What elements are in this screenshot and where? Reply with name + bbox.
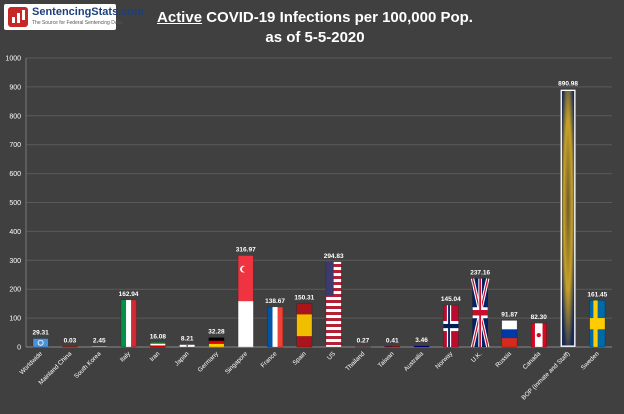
bar-australia-flag	[413, 345, 430, 348]
x-tick-label: BOP (Inmate and Staff)	[520, 350, 571, 401]
bar-italy-flag	[120, 299, 137, 348]
title-line1: COVID-19 Infections per 100,000 Pop.	[206, 9, 473, 26]
x-tick-label: Taiwan	[377, 350, 396, 369]
data-label: 294.83	[324, 253, 344, 260]
title-line2: as of 5-5-2020	[265, 29, 365, 46]
data-label: 91.87	[501, 311, 518, 318]
x-tick-label: Spain	[291, 350, 308, 367]
y-tick-label: 800	[9, 113, 21, 120]
data-label: 237.16	[470, 269, 490, 276]
data-label: 16.08	[150, 333, 167, 340]
bar-south-korea-flag	[91, 346, 108, 348]
x-tick-label: Norway	[434, 350, 455, 371]
x-tick-label: Worldwide	[18, 350, 44, 376]
data-label: 0.03	[64, 337, 77, 344]
logo[interactable]: SentencingStats.com The Source for Feder…	[4, 4, 144, 30]
y-tick-label: 400	[9, 229, 21, 236]
y-tick-label: 600	[9, 171, 21, 178]
data-label: 145.04	[441, 296, 461, 303]
bar-thailand-flag	[355, 346, 371, 348]
x-tick-label: Australia	[403, 350, 426, 373]
x-tick-label: Italy	[119, 350, 133, 364]
bar-japan-flag	[179, 344, 196, 348]
data-label: 8.21	[181, 336, 194, 343]
bar-bop-seal	[560, 89, 576, 348]
x-tick-label: South Korea	[73, 350, 103, 380]
data-label: 138.67	[265, 298, 285, 305]
x-tick-label: Germany	[197, 350, 221, 374]
x-tick-label: Singapore	[224, 350, 250, 376]
title-emphasis: Active	[157, 9, 203, 26]
x-tick-label: Sweden	[580, 350, 601, 371]
bar-iran-flag	[149, 342, 166, 348]
logo-name: SentencingStats.com	[32, 6, 144, 18]
x-tick-label: France	[260, 350, 279, 369]
bar-chart-icon	[8, 7, 28, 27]
data-label: 0.41	[386, 337, 399, 344]
bar-norway-flag	[442, 304, 459, 348]
y-tick-label: 0	[17, 345, 21, 352]
data-label: 3.46	[415, 337, 428, 344]
chart-title: Active COVID-19 Infections per 100,000 P…	[120, 8, 510, 48]
x-tick-label: Thailand	[344, 350, 366, 372]
x-tick-label: U.K.	[470, 350, 484, 364]
data-label: 0.27	[357, 337, 370, 344]
bar-china-flag	[62, 346, 78, 348]
bar-un-flag	[32, 338, 49, 348]
y-tick-label: 300	[9, 258, 21, 265]
y-tick-label: 100	[9, 316, 21, 323]
bar-france-flag	[267, 306, 283, 348]
x-tick-label: US	[326, 350, 337, 361]
logo-tagline: The Source for Federal Sentencing Data	[32, 20, 122, 26]
bar-russia-flag	[501, 320, 518, 348]
y-tick-label: 200	[9, 287, 21, 294]
bar-us-flag	[325, 261, 342, 348]
bar-uk-flag	[470, 278, 490, 348]
bar-singapore-flag	[237, 255, 254, 348]
y-tick-label: 1000	[5, 56, 21, 63]
data-label: 29.31	[33, 330, 50, 337]
data-label: 162.94	[119, 291, 139, 298]
bar-spain-flag	[296, 303, 313, 348]
data-label: 32.28	[208, 329, 225, 336]
y-tick-label: 700	[9, 142, 21, 149]
data-label: 150.31	[294, 295, 314, 302]
y-tick-label: 900	[9, 84, 21, 91]
data-label: 890.98	[558, 81, 578, 88]
data-label: 2.45	[93, 337, 106, 344]
x-tick-label: Iran	[149, 350, 162, 363]
bar-taiwan-flag	[384, 346, 401, 348]
bar-germany-flag	[208, 337, 225, 348]
bar-sweden-flag	[589, 300, 606, 348]
y-tick-label: 500	[9, 200, 21, 207]
x-tick-label: Canada	[522, 350, 543, 371]
data-label: 316.97	[236, 246, 256, 253]
x-tick-label: Russia	[494, 350, 513, 369]
data-label: 161.45	[587, 291, 607, 298]
x-tick-label: Japan	[173, 350, 190, 367]
data-label: 82.30	[531, 314, 548, 321]
bar-canada-flag	[530, 322, 547, 348]
